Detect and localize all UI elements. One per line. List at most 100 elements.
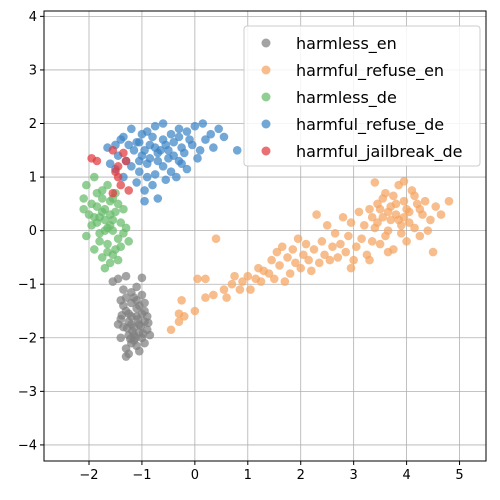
data-point (105, 258, 115, 268)
data-point (174, 124, 184, 134)
data-point (174, 317, 184, 327)
data-point (402, 237, 411, 246)
data-point (150, 121, 160, 131)
x-tick-label: 4 (402, 468, 410, 483)
data-point (142, 172, 152, 182)
data-point (103, 239, 112, 249)
data-point (124, 186, 133, 195)
data-point (246, 285, 255, 294)
data-point (373, 218, 382, 227)
data-point (195, 145, 205, 155)
data-point (119, 229, 128, 238)
data-point (420, 196, 430, 206)
data-point (209, 143, 218, 152)
data-point (219, 285, 229, 294)
data-point (108, 277, 118, 286)
data-point (415, 231, 425, 241)
y-tick-label: −1 (18, 278, 37, 293)
data-point (214, 124, 223, 134)
data-point (267, 255, 276, 265)
data-point (269, 274, 279, 284)
data-point (82, 180, 91, 190)
data-point (383, 207, 393, 217)
data-point (113, 234, 123, 243)
data-point (113, 255, 123, 265)
data-point (140, 186, 149, 195)
legend-marker (261, 92, 271, 102)
axis-ticks: −2 −1 0 1 2 3 4 5 −4 −3 −2 −1 0 1 2 3 4 (18, 10, 464, 483)
data-point (172, 172, 181, 182)
y-tick-label: −2 (18, 331, 37, 346)
legend-label: harmful_refuse_de (296, 115, 444, 135)
data-point (367, 237, 377, 246)
data-point (103, 223, 112, 233)
data-point (100, 263, 110, 273)
legend-marker (261, 38, 271, 48)
data-point (304, 255, 313, 265)
data-point (402, 204, 411, 214)
data-point (201, 293, 210, 302)
data-point (140, 306, 149, 316)
data-point (132, 137, 141, 147)
data-point (148, 132, 157, 142)
data-point (153, 194, 163, 203)
data-point (119, 204, 128, 214)
data-point (190, 121, 200, 131)
data-point (235, 285, 245, 294)
data-point (133, 315, 142, 324)
data-point (299, 250, 308, 260)
data-point (365, 204, 374, 214)
y-tick-label: −3 (18, 385, 37, 400)
data-point (113, 199, 123, 209)
data-point (370, 178, 380, 187)
series-harmful-jailbreak-de (87, 145, 133, 198)
y-tick-label: −4 (18, 438, 37, 453)
data-point (336, 239, 345, 249)
legend-label: harmless_de (296, 88, 397, 108)
data-point (116, 180, 126, 190)
data-point (328, 242, 337, 252)
data-point (138, 329, 148, 338)
data-point (132, 304, 141, 313)
data-point (140, 196, 149, 206)
data-point (132, 282, 141, 292)
data-point (193, 154, 202, 163)
data-point (190, 306, 200, 316)
x-tick-label: 2 (297, 468, 305, 483)
data-point (375, 204, 385, 214)
data-point (119, 148, 128, 158)
data-point (140, 145, 149, 155)
data-point (121, 293, 131, 302)
legend-box (243, 25, 481, 167)
data-point (111, 245, 120, 254)
data-point (341, 247, 351, 257)
data-point (116, 218, 126, 227)
data-point (174, 132, 184, 142)
data-point (97, 194, 107, 203)
data-point (119, 301, 128, 310)
data-point (431, 202, 441, 211)
data-point (140, 298, 149, 308)
data-point (82, 231, 91, 241)
y-tick-label: 1 (29, 171, 37, 186)
data-point (359, 220, 369, 230)
data-point (177, 159, 186, 168)
data-point (272, 247, 282, 257)
data-point (125, 334, 135, 344)
data-point (89, 172, 99, 182)
data-point (87, 199, 96, 209)
data-point (122, 323, 132, 333)
data-point (124, 237, 133, 246)
data-point (169, 137, 178, 147)
data-point (103, 180, 112, 190)
x-tick-label: −2 (79, 468, 98, 483)
y-tick-label: 0 (29, 224, 37, 239)
data-point (333, 253, 343, 262)
data-point (137, 273, 147, 283)
data-point (399, 177, 409, 186)
data-point (137, 129, 147, 139)
data-point (428, 247, 438, 257)
data-point (132, 178, 141, 187)
data-point (423, 226, 433, 235)
